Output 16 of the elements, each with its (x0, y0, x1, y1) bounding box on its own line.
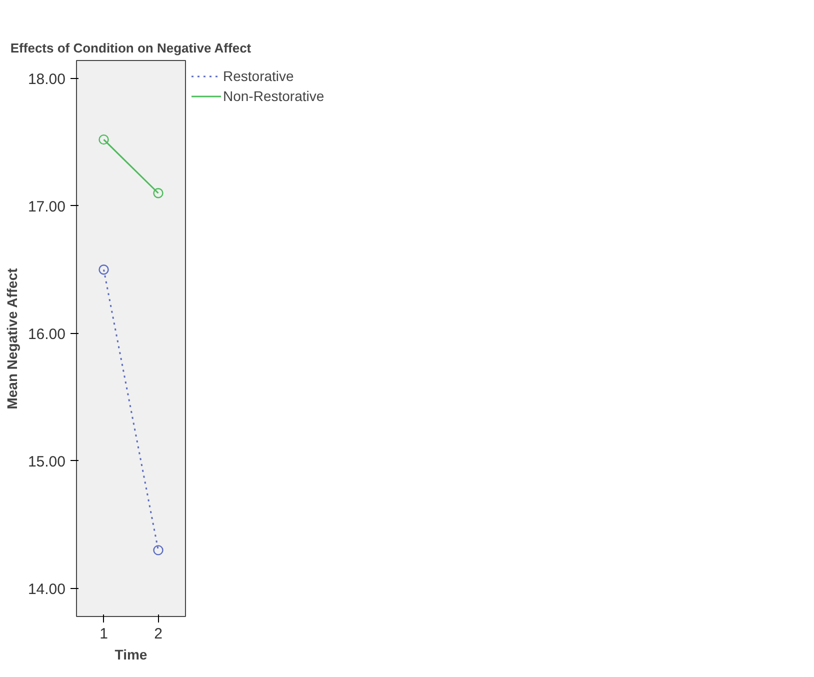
x-axis-title: Time (114, 646, 148, 662)
y-tick-label: 16.00 (28, 326, 66, 343)
y-axis-title: Mean Negative Affect (4, 268, 20, 410)
legend-label: Restorative (223, 68, 294, 84)
y-tick-label: 15.00 (28, 453, 66, 470)
point (98, 134, 109, 145)
y-tick-label: 14.00 (28, 580, 66, 598)
y-tick-label: 18.00 (28, 70, 66, 88)
x-tick-label: 2 (154, 626, 162, 642)
point (153, 545, 164, 556)
legend-label: Non-Restorative (223, 88, 324, 104)
point (153, 188, 164, 198)
chart-title: Effects of Condition on Negative Affect (10, 40, 252, 56)
y-tick-label: 17.00 (28, 198, 66, 216)
point (98, 264, 109, 275)
x-tick-label: 1 (100, 626, 108, 642)
